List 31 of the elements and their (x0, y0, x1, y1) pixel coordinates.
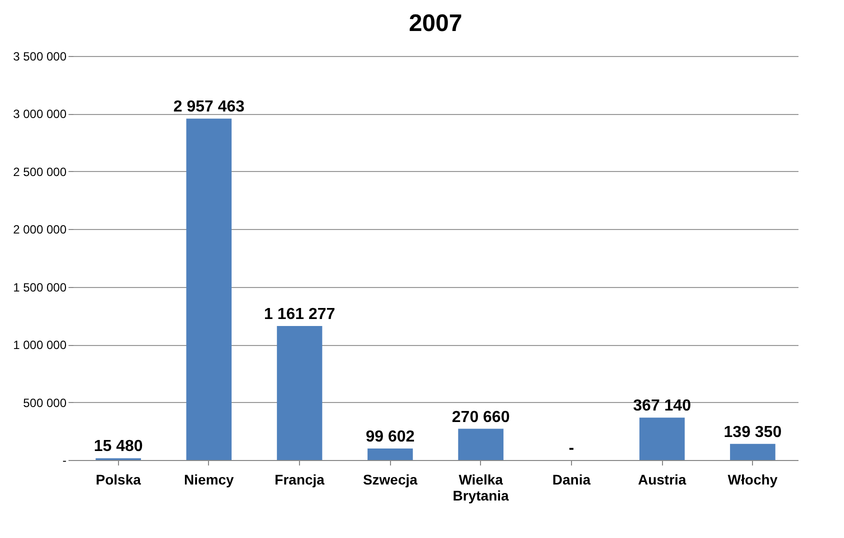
y-tick-label: 2 000 000 (13, 222, 67, 237)
x-tick-label: Wielka Brytania (452, 472, 510, 504)
x-tick-label: Niemcy (184, 472, 234, 488)
data-label: 2 957 463 (173, 98, 245, 116)
data-label: 1 161 277 (264, 306, 336, 323)
data-label: 15 480 (94, 438, 143, 456)
x-tick-label: Włochy (728, 472, 778, 488)
x-tick-label: Francja (274, 472, 325, 488)
data-label: 367 140 (633, 398, 692, 415)
data-label: 139 350 (724, 424, 782, 441)
bar (368, 448, 413, 460)
bar (186, 118, 232, 460)
y-tick-label: 3 000 000 (13, 107, 67, 122)
x-tick-label: Dania (552, 472, 591, 488)
bar (458, 428, 504, 460)
chart-title: 2007 (408, 10, 462, 37)
y-tick-label: 3 500 000 (13, 50, 67, 64)
y-tick-label: - (62, 454, 66, 468)
y-tick-label: 2 500 000 (13, 164, 67, 179)
bar (639, 418, 685, 460)
bar (276, 326, 322, 460)
x-tick-label: Polska (96, 472, 142, 488)
data-label: 99 602 (366, 428, 415, 446)
y-tick-label: 500 000 (23, 396, 67, 410)
data-label: 270 660 (452, 408, 510, 426)
bar (730, 444, 776, 460)
y-tick-label: 1 500 000 (13, 280, 67, 294)
x-tick-label: Austria (638, 472, 686, 488)
data-label: - (568, 440, 574, 457)
y-tick-label: 1 000 000 (13, 338, 67, 352)
x-tick-label: Szwecja (362, 472, 418, 488)
